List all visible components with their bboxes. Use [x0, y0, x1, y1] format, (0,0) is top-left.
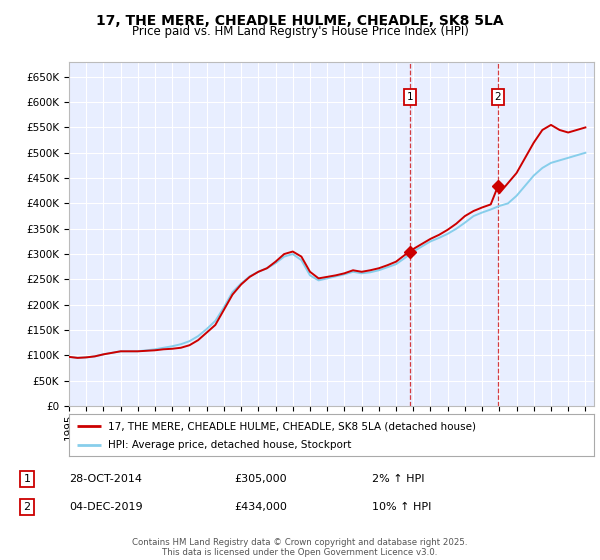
Text: 2% ↑ HPI: 2% ↑ HPI	[372, 474, 425, 484]
Text: 1: 1	[407, 92, 413, 102]
Text: Contains HM Land Registry data © Crown copyright and database right 2025.
This d: Contains HM Land Registry data © Crown c…	[132, 538, 468, 557]
Text: Price paid vs. HM Land Registry's House Price Index (HPI): Price paid vs. HM Land Registry's House …	[131, 25, 469, 38]
Text: 17, THE MERE, CHEADLE HULME, CHEADLE, SK8 5LA (detached house): 17, THE MERE, CHEADLE HULME, CHEADLE, SK…	[109, 421, 476, 431]
Text: 28-OCT-2014: 28-OCT-2014	[69, 474, 142, 484]
Text: 04-DEC-2019: 04-DEC-2019	[69, 502, 143, 512]
Text: 2: 2	[23, 502, 31, 512]
Text: 10% ↑ HPI: 10% ↑ HPI	[372, 502, 431, 512]
Text: 17, THE MERE, CHEADLE HULME, CHEADLE, SK8 5LA: 17, THE MERE, CHEADLE HULME, CHEADLE, SK…	[96, 14, 504, 28]
Text: HPI: Average price, detached house, Stockport: HPI: Average price, detached house, Stoc…	[109, 440, 352, 450]
Text: 1: 1	[23, 474, 31, 484]
Text: 2: 2	[494, 92, 501, 102]
Text: £305,000: £305,000	[234, 474, 287, 484]
Text: £434,000: £434,000	[234, 502, 287, 512]
